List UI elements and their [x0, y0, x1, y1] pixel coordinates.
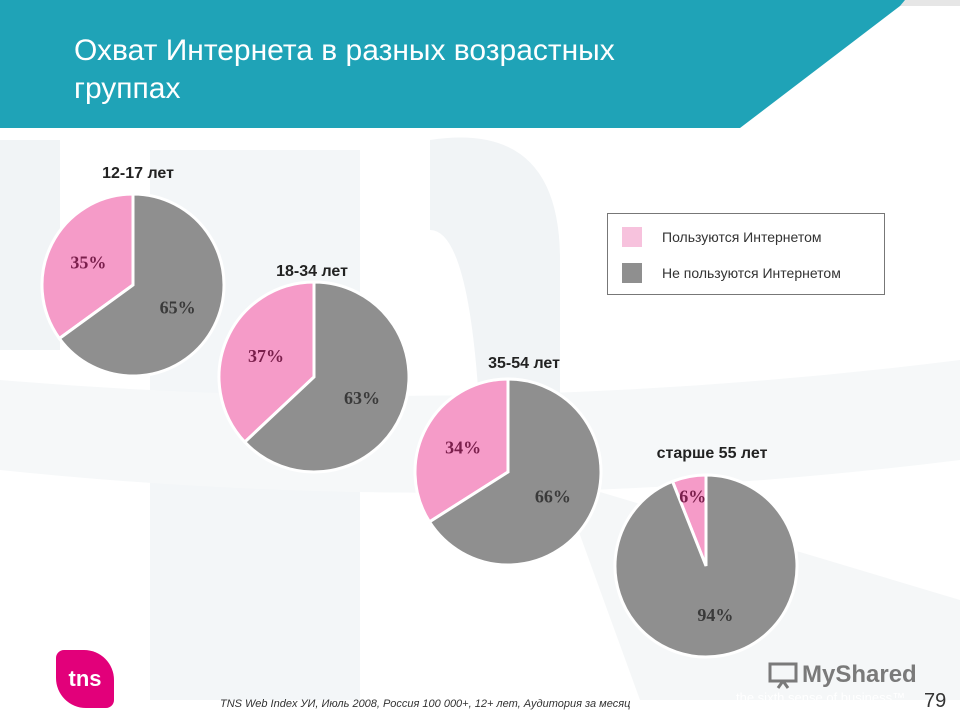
pie-chart-4: 6% 94% старше 55 лет — [613, 445, 799, 659]
page-number: 79 — [924, 690, 947, 712]
data-label-users: 6% — [679, 486, 706, 506]
pie-chart-2: 37% 63% 18-34 лет — [217, 263, 411, 474]
data-label-non-users: 63% — [344, 388, 380, 408]
pie-slice-non-users — [57, 192, 226, 378]
data-label-users: 34% — [445, 437, 481, 457]
legend-swatch-pink — [622, 227, 642, 247]
pie-chart-3: 34% 66% 35-54 лет — [413, 355, 603, 567]
data-label-users: 37% — [248, 346, 284, 366]
data-label-non-users: 65% — [160, 298, 196, 318]
legend: Пользуются Интернетом Не пользуются Инте… — [607, 213, 885, 295]
pie-title: 18-34 лет — [276, 263, 348, 280]
data-label-users: 35% — [70, 252, 106, 272]
legend-item-users: Пользуются Интернетом — [622, 226, 822, 248]
pie-chart-1: 35% 65% 12-17 лет — [40, 165, 226, 378]
header-band — [0, 0, 960, 128]
legend-item-non-users: Не пользуются Интернетом — [622, 262, 841, 284]
pie-slice-non-users — [242, 280, 411, 474]
legend-label: Не пользуются Интернетом — [662, 265, 841, 281]
slide-title: Охват Интернета в разных возрастных груп… — [74, 34, 615, 105]
myshared-watermark: MyShared — [768, 660, 917, 690]
pie-title: 12-17 лет — [102, 165, 174, 182]
legend-swatch-gray — [622, 263, 642, 283]
pie-title: старше 55 лет — [657, 445, 768, 462]
pie-title: 35-54 лет — [488, 355, 560, 372]
tagline: the sixth sense of business™ — [736, 690, 906, 705]
watermark-text: MyShared — [802, 661, 917, 688]
data-label-non-users: 94% — [697, 605, 733, 625]
pie-slice-users — [217, 280, 316, 445]
pie-slice-non-users — [427, 377, 603, 567]
pie-slice-non-users — [613, 473, 799, 659]
tns-logo: tns — [56, 650, 114, 708]
legend-label: Пользуются Интернетом — [662, 229, 822, 245]
pie-slice-users — [40, 192, 135, 341]
presentation-icon — [768, 662, 798, 689]
data-label-non-users: 66% — [535, 487, 571, 507]
source-note: TNS Web Index УИ, Июль 2008, Россия 100 … — [220, 698, 631, 710]
